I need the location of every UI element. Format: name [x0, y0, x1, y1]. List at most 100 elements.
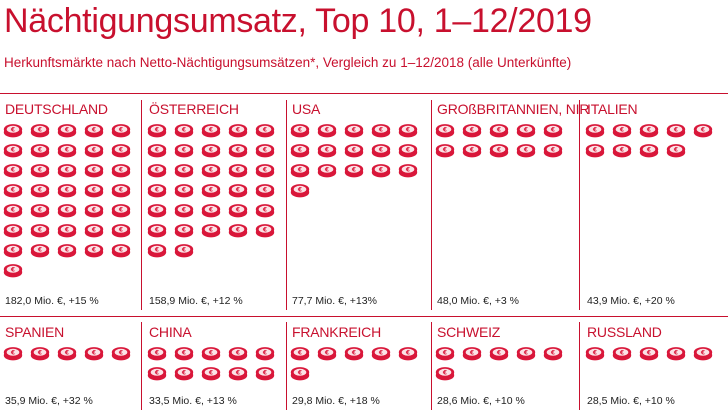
svg-text:€: €: [673, 349, 678, 356]
euro-coin-icon: €: [543, 346, 563, 366]
svg-text:€: €: [181, 146, 186, 153]
euro-coin-icon: €: [371, 346, 391, 366]
euro-coin-icon: €: [201, 143, 221, 163]
euro-coin-icon: €: [147, 346, 167, 366]
svg-text:€: €: [91, 146, 96, 153]
euro-coin-icon: €: [371, 123, 391, 143]
euro-coin-icon: €: [489, 346, 509, 366]
svg-text:€: €: [37, 166, 42, 173]
svg-text:€: €: [297, 146, 302, 153]
euro-coin-icon: €: [344, 163, 364, 183]
euro-coin-icon: €: [174, 223, 194, 243]
country-name: RUSSLAND: [587, 324, 662, 340]
euro-coin-icon: €: [612, 346, 632, 366]
svg-text:€: €: [262, 349, 267, 356]
svg-text:€: €: [10, 166, 15, 173]
svg-text:€: €: [37, 146, 42, 153]
svg-text:€: €: [405, 166, 410, 173]
euro-coin-icon: €: [84, 223, 104, 243]
svg-text:€: €: [235, 226, 240, 233]
svg-text:€: €: [262, 186, 267, 193]
euro-coin-icon: €: [255, 123, 275, 143]
euro-coin-icon: €: [147, 243, 167, 263]
euro-coin-icon: €: [462, 123, 482, 143]
euro-coin-icon: €: [57, 143, 77, 163]
euro-coin-icon: €: [371, 143, 391, 163]
country-value: 77,7 Mio. €, +13%: [292, 295, 377, 307]
svg-text:€: €: [646, 349, 651, 356]
euro-coin-icon: €: [398, 143, 418, 163]
svg-text:€: €: [181, 206, 186, 213]
country-name: ITALIEN: [587, 101, 638, 117]
svg-text:€: €: [208, 186, 213, 193]
euro-coin-icon: €: [228, 123, 248, 143]
euro-coin-icon: €: [57, 183, 77, 203]
svg-text:€: €: [64, 146, 69, 153]
euro-coin-icon: €: [462, 346, 482, 366]
euro-coin-icon: €: [666, 143, 686, 163]
euro-coin-icon: €: [516, 123, 536, 143]
svg-text:€: €: [64, 206, 69, 213]
divider-col-2-bottom: [286, 322, 287, 410]
euro-coin-icon: €: [543, 123, 563, 143]
euro-coin-icon: €: [344, 346, 364, 366]
svg-text:€: €: [673, 126, 678, 133]
euro-coin-icon: €: [30, 163, 50, 183]
svg-text:€: €: [37, 206, 42, 213]
euro-coin-icon: €: [666, 346, 686, 366]
svg-text:€: €: [469, 126, 474, 133]
country-italien: ITALIEN € € € € € € € € € 43,9 Mio. €, +20 %: [585, 101, 725, 311]
svg-text:€: €: [646, 126, 651, 133]
euro-coin-icon: €: [111, 163, 131, 183]
svg-text:€: €: [91, 206, 96, 213]
country-frankreich: FRANKREICH € € € € € € 29,8 Mio. €, +18 %: [290, 324, 427, 410]
euro-coin-icon: €: [290, 366, 310, 386]
country-name: USA: [292, 101, 321, 117]
euro-coin-icon: €: [228, 223, 248, 243]
svg-text:€: €: [262, 166, 267, 173]
country-oesterreich: ÖSTERREICH € € € € € € € € € € € € € € € € € € € € € € € € € € € € €…: [147, 101, 284, 311]
euro-coin-icon: €: [3, 143, 23, 163]
svg-text:€: €: [550, 146, 555, 153]
country-value: 28,6 Mio. €, +10 %: [437, 395, 525, 407]
svg-text:€: €: [91, 126, 96, 133]
euro-coin-icon: €: [201, 183, 221, 203]
svg-text:€: €: [154, 186, 159, 193]
svg-text:€: €: [118, 226, 123, 233]
euro-coin-icon: €: [147, 203, 167, 223]
euro-coin-icon: €: [30, 183, 50, 203]
euro-coin-icon: €: [147, 163, 167, 183]
svg-text:€: €: [496, 126, 501, 133]
svg-text:€: €: [297, 186, 302, 193]
euro-coin-icon: €: [111, 143, 131, 163]
svg-text:€: €: [64, 166, 69, 173]
euro-coin-icon: €: [585, 143, 605, 163]
euro-coin-icon: €: [693, 123, 713, 143]
country-value: 182,0 Mio. €, +15 %: [5, 295, 99, 307]
euro-coin-icon: €: [255, 223, 275, 243]
svg-text:€: €: [118, 186, 123, 193]
svg-text:€: €: [37, 186, 42, 193]
svg-text:€: €: [154, 146, 159, 153]
svg-text:€: €: [405, 349, 410, 356]
svg-text:€: €: [37, 226, 42, 233]
euro-coin-icon: €: [290, 123, 310, 143]
divider-col-4-top: [579, 100, 580, 310]
svg-text:€: €: [235, 166, 240, 173]
euro-coin-icon: €: [516, 143, 536, 163]
svg-text:€: €: [181, 126, 186, 133]
euro-coin-icon: €: [317, 123, 337, 143]
euro-coin-icon: €: [174, 346, 194, 366]
svg-text:€: €: [235, 146, 240, 153]
euro-coin-icon: €: [3, 223, 23, 243]
euro-coin-icon: €: [3, 123, 23, 143]
svg-text:€: €: [91, 186, 96, 193]
svg-text:€: €: [64, 186, 69, 193]
euro-coin-icon: €: [612, 143, 632, 163]
svg-text:€: €: [118, 206, 123, 213]
svg-text:€: €: [262, 126, 267, 133]
euro-coin-icon: €: [489, 143, 509, 163]
country-name: SCHWEIZ: [437, 324, 501, 340]
svg-text:€: €: [378, 126, 383, 133]
euro-coin-icon: €: [57, 243, 77, 263]
